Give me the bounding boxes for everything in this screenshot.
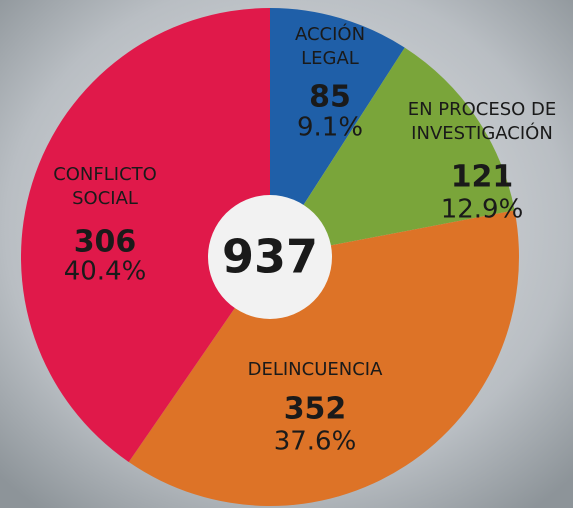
total-label: 937 [222,230,318,284]
slice [270,47,515,257]
count-label: 121 [451,160,514,195]
category-label: INVESTIGACIÓN [411,122,553,144]
slice [270,8,405,257]
percent-label: 40.4% [64,257,147,287]
category-label: CONFLICTO [53,164,157,185]
slices [21,8,519,507]
percent-label: 12.9% [441,195,524,225]
count-label: 306 [74,225,137,260]
percent-label: 9.1% [297,113,363,143]
category-label: SOCIAL [72,188,138,209]
category-label: LEGAL [301,48,359,69]
count-label: 352 [284,392,347,427]
donut-hole [208,195,332,319]
slice [21,8,271,463]
count-label: 85 [309,80,351,115]
category-label: EN PROCESO DE [408,99,557,120]
percent-label: 37.6% [274,427,357,457]
category-label: DELINCUENCIA [248,359,383,380]
category-label: ACCIÓN [295,23,365,45]
slice [128,210,519,507]
